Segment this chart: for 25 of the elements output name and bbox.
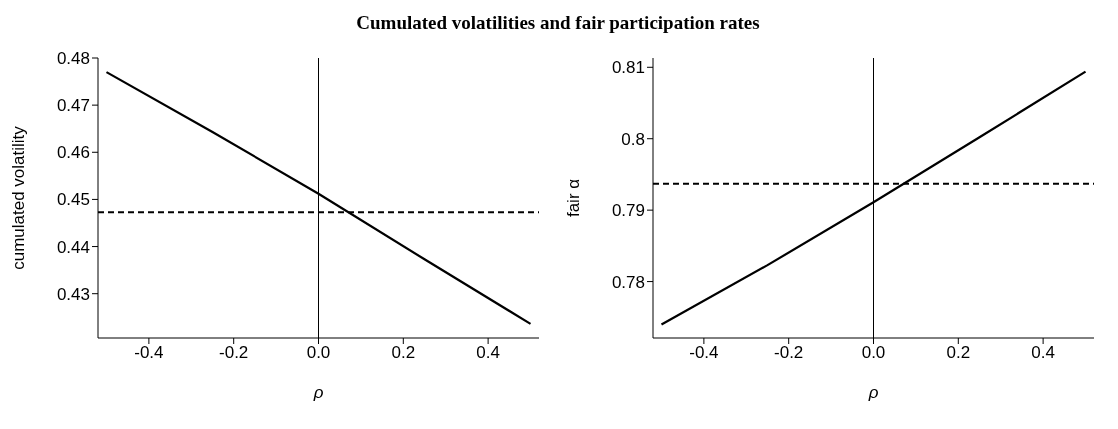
y-tick-label: 0.78 xyxy=(611,272,645,292)
x-tick-label: -0.2 xyxy=(219,343,249,363)
y-axis-title: cumulated volatility xyxy=(9,125,29,270)
y-tick-label: 0.48 xyxy=(56,49,90,69)
x-tick-label: 0.4 xyxy=(1031,343,1055,363)
chart-title: Cumulated volatilities and fair participation rates xyxy=(355,11,761,35)
y-tick-label: 0.45 xyxy=(56,190,90,210)
x-tick-label: -0.4 xyxy=(134,343,164,363)
x-tick-label: 0.4 xyxy=(476,343,500,363)
y-axis-title: fair α xyxy=(564,178,584,218)
x-tick-label: 0.2 xyxy=(391,343,416,363)
x-axis-title: ρ xyxy=(312,383,324,402)
x-tick-label: 0.0 xyxy=(861,343,886,363)
y-tick-label: 0.46 xyxy=(56,143,90,163)
y-tick-label: 0.8 xyxy=(621,129,645,149)
x-tick-label: -0.4 xyxy=(689,343,719,363)
x-tick-label: 0.0 xyxy=(306,343,331,363)
x-axis-title: ρ xyxy=(867,383,879,402)
x-tick-label: -0.2 xyxy=(774,343,804,363)
x-tick-label: 0.2 xyxy=(946,343,971,363)
y-tick-label: 0.79 xyxy=(611,201,645,221)
y-tick-label: 0.43 xyxy=(56,284,90,304)
y-tick-label: 0.81 xyxy=(611,58,645,78)
y-tick-label: 0.44 xyxy=(56,237,90,257)
y-tick-label: 0.47 xyxy=(56,96,90,116)
